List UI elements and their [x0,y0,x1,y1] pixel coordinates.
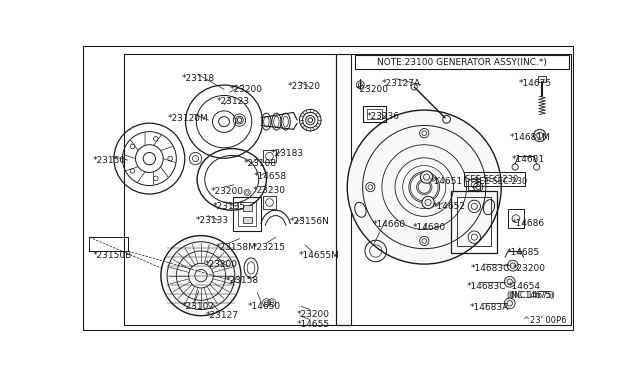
Circle shape [420,171,433,183]
Text: ^23' 00P6: ^23' 00P6 [524,316,566,325]
Circle shape [348,110,501,264]
Text: *14675: *14675 [519,78,552,87]
Text: *23158: *23158 [225,276,259,285]
Bar [363,106,386,122]
Text: *23120: *23120 [288,81,321,91]
Text: *23215: *23215 [253,243,285,252]
Bar [262,150,276,163]
Circle shape [422,196,435,209]
Text: *14685: *14685 [507,248,540,257]
Bar [124,54,351,325]
Text: *23150: *23150 [92,156,125,165]
Text: *14681: *14681 [511,155,545,164]
Text: *23102: *23102 [182,302,214,311]
Text: *23200: *23200 [230,85,262,94]
Bar [238,202,257,226]
Bar [90,237,128,251]
Text: *23200: *23200 [211,187,244,196]
Bar [451,191,497,253]
Text: (INC.14675): (INC.14675) [507,291,554,300]
Text: *23183: *23183 [271,148,304,158]
Text: *14650: *14650 [248,302,281,311]
Text: *23120M: *23120M [168,114,209,123]
Text: *14651: *14651 [429,177,463,186]
Circle shape [534,129,546,142]
Text: *14686: *14686 [511,219,545,228]
Text: *23158M: *23158M [216,243,257,252]
Text: *14681M: *14681M [509,133,550,142]
Text: NOTE:23100 GENERATOR ASSY(INC.*): NOTE:23100 GENERATOR ASSY(INC.*) [377,58,547,67]
Text: *23150B: *23150B [92,251,132,260]
Circle shape [504,276,515,287]
Text: *14683A: *14683A [470,303,509,312]
Bar [234,197,261,231]
Text: *14655M: *14655M [299,251,340,260]
Text: *14654: *14654 [508,282,541,291]
Text: *23118: *23118 [182,74,215,83]
Text: *14683C: *14683C [467,282,506,291]
Bar [367,109,382,119]
Bar [355,55,569,69]
Text: *14680: *14680 [413,223,446,232]
Text: *14652: *14652 [433,202,466,211]
Text: *23127A: *23127A [382,78,421,87]
Text: *23133: *23133 [196,216,228,225]
Text: *23200: *23200 [356,85,388,94]
Text: (INC.14675): (INC.14675) [509,291,556,300]
Text: *23156N: *23156N [289,217,330,226]
Text: *14683C: *14683C [471,264,511,273]
Bar [243,205,252,211]
Bar [243,217,252,223]
Text: *23127: *23127 [205,311,239,320]
Text: *23108: *23108 [243,158,276,168]
Text: *23123: *23123 [216,97,250,106]
Text: *14655: *14655 [297,320,330,328]
Text: *23200: *23200 [297,310,330,318]
Bar [463,172,525,186]
Text: *23200: *23200 [205,260,238,269]
Circle shape [508,260,518,271]
Bar [262,196,276,209]
Circle shape [504,298,515,309]
Text: *14658: *14658 [253,172,287,181]
Bar [336,54,570,325]
Text: *23236: *23236 [367,112,399,121]
Bar [508,209,524,228]
Bar [468,179,481,190]
Circle shape [161,235,241,316]
Text: SEE SEC.230: SEE SEC.230 [474,177,527,186]
Bar [538,76,546,82]
Text: SEE SEC.230: SEE SEC.230 [465,175,518,184]
Text: *23135: *23135 [212,202,246,211]
Text: *23230: *23230 [253,186,285,195]
Text: *14660: *14660 [372,220,406,229]
Bar [458,197,492,246]
Text: *23200: *23200 [513,264,546,273]
